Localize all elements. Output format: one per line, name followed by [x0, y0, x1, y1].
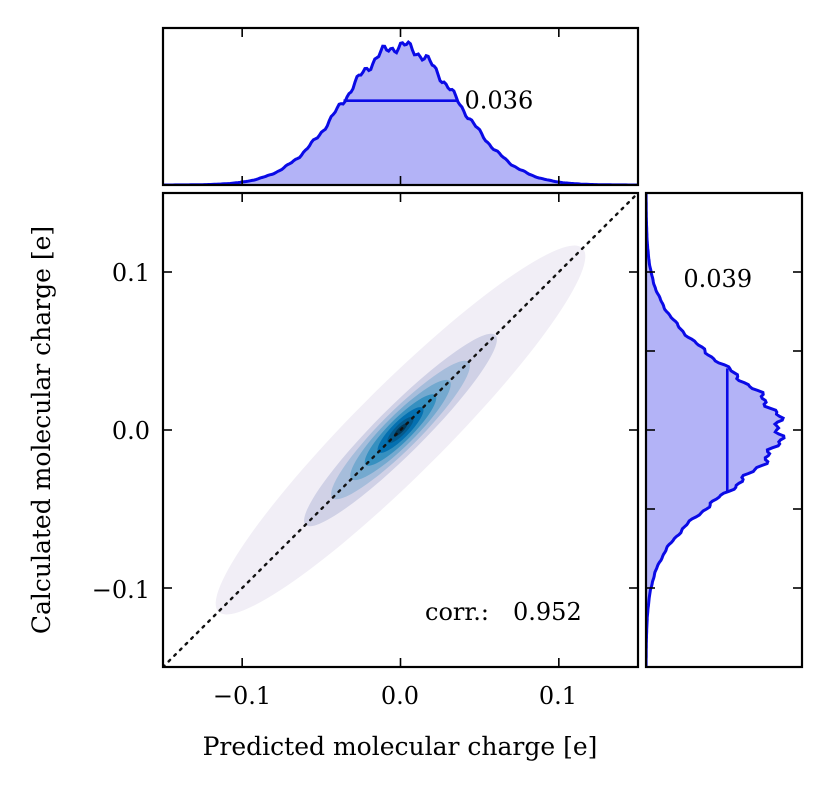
right-marginal-fill — [646, 193, 784, 667]
y-tick-label: −0.1 — [92, 576, 150, 604]
y-axis-label: Calculated molecular charge [e] — [27, 226, 56, 634]
identity-diagonal-line — [163, 193, 638, 667]
x-tick-label: −0.1 — [213, 682, 271, 710]
y-tick-label: 0.1 — [112, 259, 150, 287]
correlation-value: 0.952 — [513, 598, 582, 626]
top-marginal-fill — [163, 42, 638, 185]
top-marginal-width-label: 0.036 — [465, 87, 534, 115]
main-ticks — [163, 193, 638, 667]
top-marginal-ticks — [241, 28, 560, 185]
y-tick-label: 0.0 — [112, 417, 150, 445]
x-tick-label: 0.0 — [381, 682, 419, 710]
x-tick-label: 0.1 — [539, 682, 577, 710]
right-marginal-ticks — [646, 271, 802, 589]
correlation-label: corr.: — [425, 598, 489, 626]
x-axis-label: Predicted molecular charge [e] — [203, 732, 598, 761]
right-marginal-width-label: 0.039 — [683, 265, 752, 293]
